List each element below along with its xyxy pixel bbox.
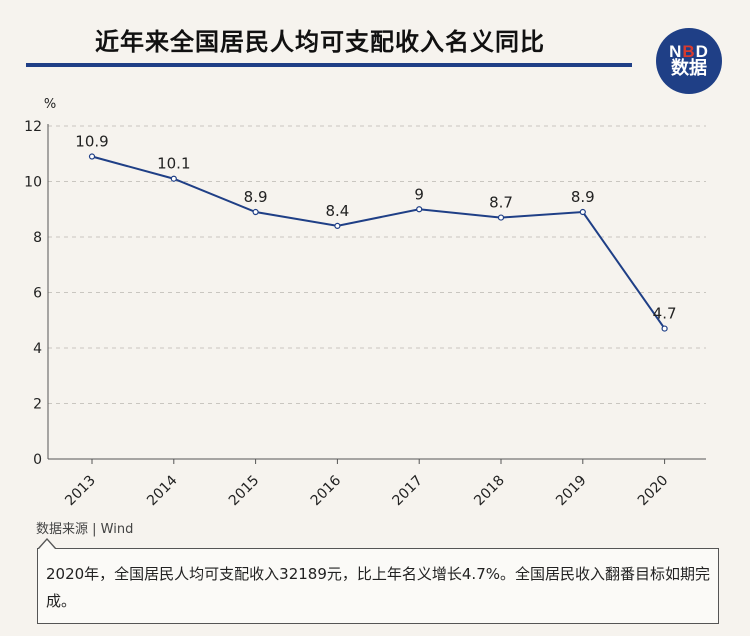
- y-tick-label: 0: [33, 452, 42, 468]
- y-tick-label: 6: [33, 286, 42, 302]
- logo-text-top: NBD: [669, 41, 709, 61]
- x-tick-label: 2019: [553, 473, 590, 510]
- data-label: 4.7: [653, 305, 677, 323]
- data-label: 10.9: [75, 133, 108, 151]
- data-label: 9: [414, 185, 424, 203]
- x-tick-label: 2013: [62, 473, 99, 510]
- x-tick-label: 2015: [226, 473, 263, 510]
- data-label: 8.7: [489, 194, 513, 212]
- y-axis-unit: %: [44, 97, 56, 112]
- x-tick-label: 2016: [308, 472, 345, 509]
- x-tick-label: 2014: [144, 472, 181, 509]
- y-tick-label: 2: [33, 397, 42, 413]
- y-tick-label: 12: [24, 119, 42, 135]
- data-label: 8.9: [571, 188, 595, 206]
- data-point: [579, 208, 586, 216]
- data-point: [170, 175, 177, 182]
- y-tick-label: 10: [24, 175, 42, 191]
- logo-text-bottom: 数据: [671, 58, 707, 80]
- x-tick-label: 2018: [471, 473, 508, 510]
- data-label: 8.4: [325, 202, 349, 220]
- data-point: [497, 214, 505, 221]
- data-point: [661, 325, 668, 332]
- nbd-logo: NBD 数据: [656, 28, 722, 94]
- chart-title: 近年来全国居民人均可支配收入名义同比: [95, 28, 545, 56]
- x-tick-label: 2017: [390, 473, 427, 510]
- data-source: 数据来源 | Wind: [36, 522, 134, 537]
- data-label: 10.1: [157, 155, 190, 173]
- note-box: 2020年，全国居民人均可支配收入32189元，比上年名义增长4.7%。全国居民…: [37, 548, 719, 624]
- line-chart: 0 2 4 6 8 10 12% 2013 2014 2015 2016 2017 2018 2019 20…: [24, 97, 706, 510]
- data-point: [252, 208, 259, 216]
- y-tick-label: 4: [33, 341, 42, 357]
- series-line: [91, 155, 666, 330]
- data-label: 8.9: [244, 188, 268, 206]
- y-tick-label: 8: [33, 230, 42, 246]
- title-underline: [26, 63, 632, 67]
- note-pointer-fill: [39, 540, 55, 549]
- data-point: [416, 206, 423, 213]
- x-tick-label: 2020: [635, 473, 672, 510]
- data-point: [334, 222, 341, 229]
- data-point: [88, 153, 96, 160]
